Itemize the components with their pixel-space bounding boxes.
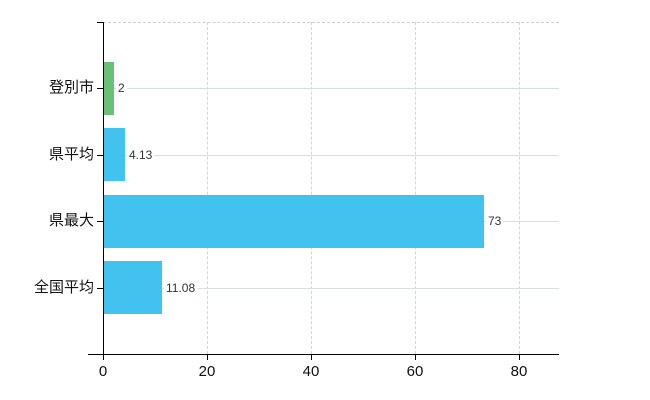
x-axis-line: [88, 354, 559, 355]
y-axis-line: [103, 22, 104, 360]
gridline-vertical: [519, 22, 520, 354]
x-tick-label: 0: [98, 363, 108, 380]
y-axis-tick: [97, 155, 103, 156]
category-label: 全国平均: [33, 279, 94, 296]
gridline-vertical: [207, 22, 208, 354]
x-axis-tick: [311, 354, 312, 360]
category-label: 県平均: [48, 146, 94, 163]
x-tick-label: 40: [302, 363, 320, 380]
category-label: 県最大: [48, 212, 94, 229]
chart-bar[interactable]: [104, 195, 484, 248]
y-axis-tick: [97, 288, 103, 289]
value-label: 73: [486, 213, 504, 229]
y-axis-tick: [97, 22, 103, 23]
chart-bar[interactable]: [104, 62, 114, 115]
y-axis-tick: [97, 88, 103, 89]
plot-top-border: [103, 22, 559, 23]
category-label: 登別市: [48, 79, 94, 96]
x-tick-label: 60: [406, 363, 424, 380]
chart-bar[interactable]: [104, 261, 162, 314]
x-axis-tick: [519, 354, 520, 360]
gridline-horizontal: [103, 88, 559, 89]
gridline-horizontal: [103, 288, 559, 289]
chart-bar[interactable]: [104, 128, 125, 181]
value-label: 2: [116, 80, 127, 96]
x-tick-label: 20: [198, 363, 216, 380]
x-axis-tick: [103, 354, 104, 360]
x-axis-tick: [415, 354, 416, 360]
value-label: 11.08: [164, 280, 198, 296]
gridline-vertical: [311, 22, 312, 354]
value-label: 4.13: [127, 147, 155, 163]
x-axis-tick: [207, 354, 208, 360]
gridline-horizontal: [103, 155, 559, 156]
x-tick-label: 80: [510, 363, 528, 380]
gridline-vertical: [415, 22, 416, 354]
y-axis-tick: [97, 221, 103, 222]
